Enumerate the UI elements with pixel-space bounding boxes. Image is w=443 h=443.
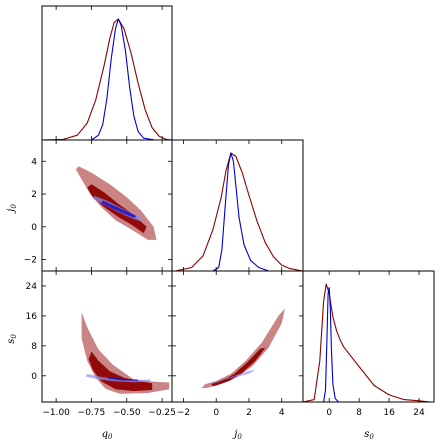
x-tick-label-s0-marginal-0: 0 (326, 408, 332, 418)
contour-inner-s0-vs-q0-series-1 (108, 377, 139, 381)
contour-inner-j0-vs-q0-series-1 (101, 200, 137, 218)
y-tick-label-j0-vs-q0-3: 4 (31, 157, 37, 167)
marginal-curve-q0-series-1 (42, 18, 172, 140)
contour-inner-s0-vs-j0-series-0 (211, 347, 266, 387)
marginal-curve-s0-series-0 (303, 283, 431, 402)
panel-frame-q0-marginal (41, 5, 173, 141)
panel-q0-marginal (41, 5, 173, 141)
panel-s0-vs-q0: −1.00 −0.75 −0.50 −0.25 0 8 16 24 (26, 270, 176, 418)
panel-content-s0-marginal (303, 283, 431, 402)
panel-s0-vs-j0: −2 0 2 4 (171, 270, 304, 418)
x-axis-label-q0: q0 (102, 429, 113, 441)
y-tick-label-s0-vs-q0-0: 0 (31, 372, 37, 382)
y-tick-label-j0-vs-q0-1: 0 (31, 223, 37, 233)
panel-content-j0-vs-q0 (75, 166, 157, 240)
panel-content-q0-marginal (42, 18, 172, 140)
marginal-curve-q0-series-0 (42, 18, 172, 140)
panel-content-j0-marginal (175, 152, 303, 271)
panel-j0-marginal (171, 139, 304, 272)
y-tick-label-j0-vs-q0-2: 2 (31, 190, 37, 200)
panel-frame-s0-marginal (302, 270, 435, 403)
contour-outer-s0-vs-j0-series-1 (211, 369, 256, 383)
x-tick-label-s0-vs-q0-3: −0.25 (148, 408, 176, 418)
panel-s0-marginal: 0 8 16 24 (302, 270, 435, 418)
x-tick-label-s0-vs-j0-1: 0 (213, 408, 219, 418)
contour-outer-s0-vs-j0-series-0 (201, 308, 285, 389)
x-tick-label-s0-vs-q0-1: −0.75 (78, 408, 106, 418)
x-tick-label-s0-marginal-2: 16 (383, 408, 395, 418)
marginal-curve-s0-series-1 (303, 286, 431, 402)
x-tick-label-s0-vs-j0-3: 4 (279, 408, 285, 418)
x-tick-label-s0-marginal-3: 24 (413, 408, 425, 418)
y-tick-label-j0-vs-q0-0: −2 (24, 256, 37, 266)
x-axis-label-s0: s0 (364, 429, 374, 441)
x-axis-label-j0: j0 (232, 429, 242, 441)
marginal-curve-j0-series-1 (175, 152, 303, 271)
panel-frame-s0-vs-j0 (171, 270, 304, 403)
y-tick-label-s0-vs-q0-1: 8 (31, 342, 37, 352)
panel-content-s0-vs-j0 (201, 308, 285, 389)
x-tick-label-s0-vs-q0-0: −1.00 (42, 408, 70, 418)
y-tick-label-s0-vs-q0-3: 24 (26, 282, 38, 292)
x-tick-label-s0-vs-q0-2: −0.50 (113, 408, 141, 418)
x-tick-label-s0-marginal-1: 8 (356, 408, 362, 418)
marginal-curve-j0-series-0 (175, 152, 303, 271)
y-axis-label-j0: j0 (6, 204, 18, 214)
x-tick-label-s0-vs-j0-0: −2 (177, 408, 190, 418)
x-tick-label-s0-vs-j0-2: 2 (246, 408, 252, 418)
y-tick-label-s0-vs-q0-2: 16 (26, 312, 38, 322)
contour-inner-s0-vs-j0-series-1 (219, 376, 238, 381)
y-axis-label-s0: s0 (6, 334, 18, 344)
panel-content-s0-vs-q0 (81, 312, 170, 394)
panel-j0-vs-q0: −2 0 2 4 (24, 139, 173, 272)
